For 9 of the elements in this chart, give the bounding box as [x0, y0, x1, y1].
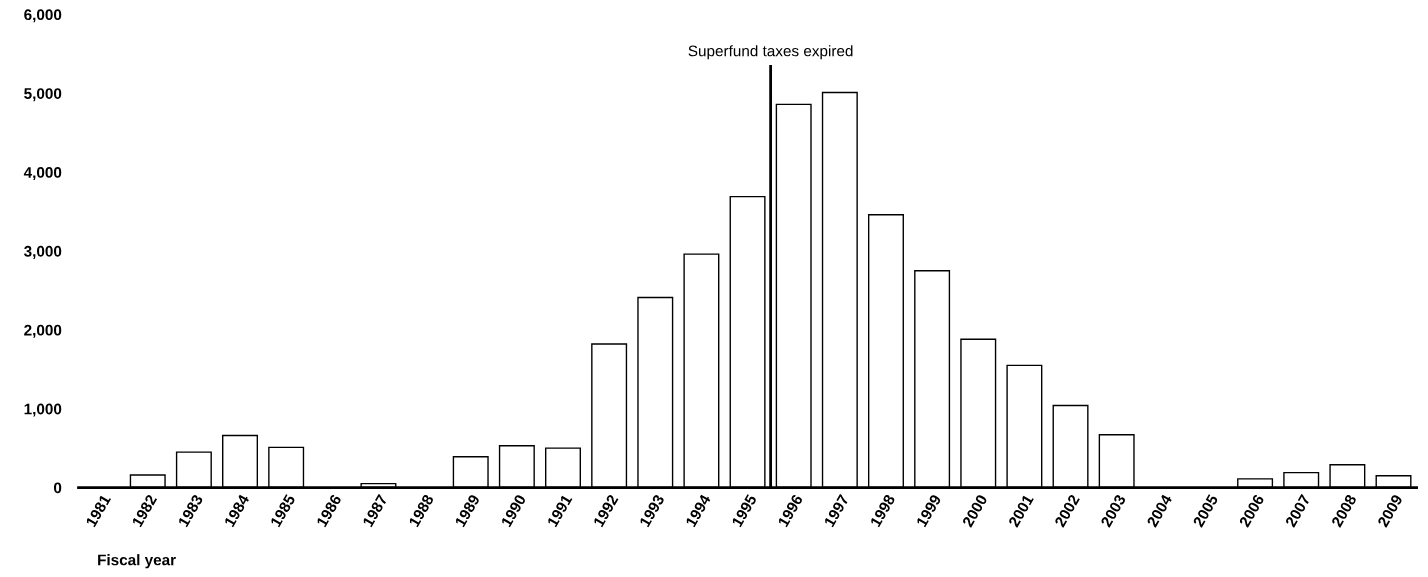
y-tick-label: 3,000: [24, 245, 62, 259]
y-tick-label: 4,000: [23, 167, 62, 181]
y-tick-label: 1,000: [24, 403, 62, 417]
y-tick-label: 2,000: [24, 324, 62, 338]
y-tick-label: 5,000: [24, 88, 62, 102]
y-tick-label: 0: [53, 482, 62, 494]
ref-line-label: Superfund taxes expired: [688, 45, 853, 60]
x-axis-title: Fiscal year: [98, 554, 176, 569]
y-tick-label: 6,000: [24, 9, 62, 23]
